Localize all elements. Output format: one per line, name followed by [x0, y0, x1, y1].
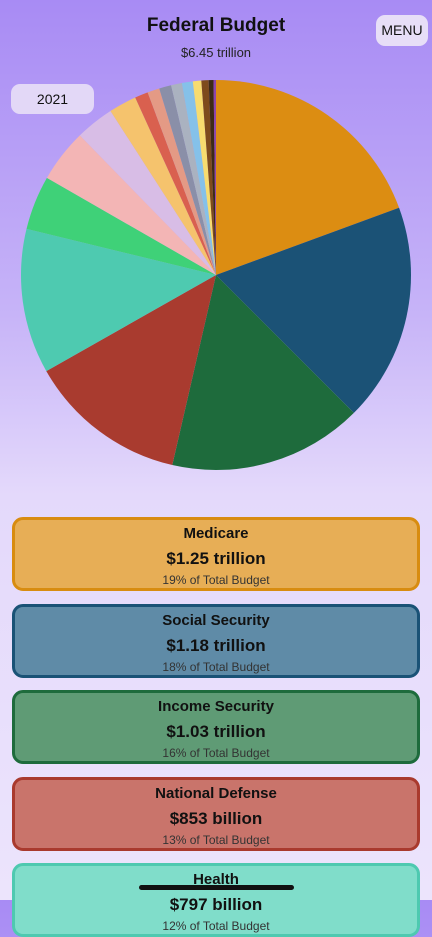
budget-card[interactable]: Social Security $1.18 trillion 18% of Tota… — [12, 603, 420, 678]
card-amount: $797 billion — [169, 895, 263, 914]
pie-slice[interactable] — [171, 83, 216, 276]
year-selector[interactable]: 2021 — [11, 84, 94, 114]
pie-slice[interactable] — [79, 111, 216, 275]
card-title: National Defense — [155, 784, 277, 802]
pie-slice[interactable] — [213, 80, 216, 275]
pie-slice[interactable] — [46, 275, 217, 466]
card-title: Social Security — [162, 611, 270, 629]
card-share: 13% of Total Budget — [162, 832, 270, 847]
card-share: 18% of Total Budget — [162, 659, 270, 674]
budget-card[interactable]: Income Security $1.03 trillion 16% of Tota… — [12, 690, 420, 764]
subtitle: $6.45 trillion — [180, 45, 252, 60]
pie-slice[interactable] — [216, 207, 411, 413]
home-indicator — [139, 885, 294, 890]
budget-card[interactable]: Health $797 billion 12% of Total Budget — [12, 863, 420, 937]
card-share: 12% of Total Budget — [162, 919, 270, 933]
card-share: 19% of Total Budget — [162, 573, 270, 587]
pie-slice[interactable] — [216, 80, 400, 275]
card-amount: $1.03 trillion — [166, 722, 266, 741]
pie-slice[interactable] — [181, 81, 216, 275]
pie-slice[interactable] — [201, 80, 216, 275]
pie-slice[interactable] — [46, 135, 216, 275]
title: Federal Budget — [146, 15, 286, 36]
pie-slice[interactable] — [172, 275, 354, 470]
pie-slice[interactable] — [159, 85, 216, 275]
pie-slice[interactable] — [192, 80, 216, 275]
card-share: 16% of Total Budget — [162, 746, 270, 760]
menu-button[interactable]: MENU — [376, 15, 428, 46]
card-title: Medicare — [183, 525, 249, 542]
card-amount: $1.25 trillion — [166, 549, 266, 568]
pie-slice[interactable] — [110, 97, 216, 276]
budget-card[interactable]: National Defense $853 billion 13% of Total… — [12, 776, 420, 851]
pie-slice[interactable] — [135, 92, 216, 275]
budget-card[interactable]: Medicare $1.25 trillion 19% of Total Budge… — [12, 517, 420, 591]
pie-slice[interactable] — [147, 88, 216, 275]
card-amount: $1.18 trillion — [166, 635, 266, 655]
card-title: Health — [193, 871, 239, 888]
pie-slice[interactable] — [208, 80, 216, 275]
pie-slice[interactable] — [26, 177, 216, 275]
card-amount: $853 billion — [169, 808, 263, 828]
pie-chart — [20, 80, 411, 470]
card-title: Income Security — [158, 698, 274, 715]
pie-slice[interactable] — [20, 228, 216, 372]
